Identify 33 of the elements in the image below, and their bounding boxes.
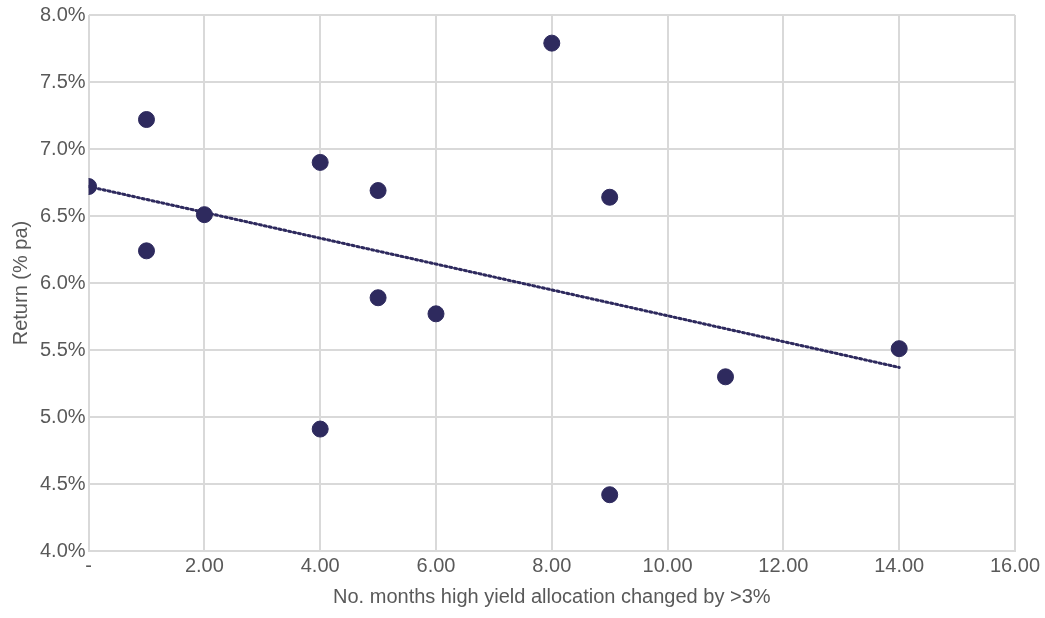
point — [717, 368, 734, 386]
point — [890, 340, 908, 358]
y-tick-label: 5.5% — [39, 337, 86, 360]
x-tick-label: 2.00 — [184, 553, 224, 576]
point — [543, 34, 561, 52]
y-tick-label: 6.0% — [39, 270, 86, 293]
y-tick-label: 8.0% — [39, 2, 86, 25]
y-axis-title: Return (% pa) — [8, 220, 31, 346]
point — [369, 289, 387, 307]
point — [601, 486, 619, 504]
point — [195, 206, 213, 224]
x-axis-title: No. months high yield allocation changed by >3% — [333, 584, 771, 607]
point — [427, 305, 445, 323]
x-tick-label: 16.00 — [989, 553, 1041, 576]
y-tick-label: 7.0% — [39, 136, 86, 159]
x-tick-label: 10.00 — [642, 553, 693, 576]
point — [311, 153, 329, 171]
point — [601, 188, 619, 206]
y-tick-label: 5.0% — [39, 404, 86, 427]
point — [369, 182, 387, 200]
y-tick-label: 7.5% — [39, 69, 86, 92]
x-tick-label: 12.00 — [758, 553, 809, 576]
x-tick-label: 6.00 — [416, 553, 456, 576]
y-tick-label: 4.5% — [39, 471, 86, 494]
point — [137, 111, 155, 129]
y-tick-label: 6.5% — [39, 203, 86, 226]
x-tick-label: - — [85, 553, 92, 576]
point — [137, 242, 155, 260]
y-tick-label: 4.0% — [39, 538, 86, 561]
point — [311, 420, 329, 438]
x-tick-label: 8.00 — [532, 553, 572, 576]
x-tick-label: 4.00 — [300, 553, 340, 576]
x-tick-label: 14.00 — [874, 553, 925, 576]
